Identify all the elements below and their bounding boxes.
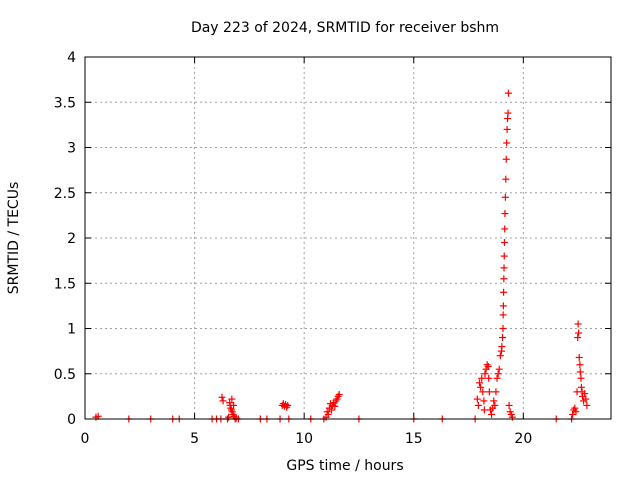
data-point — [324, 410, 332, 418]
plot-frame — [84, 56, 612, 420]
x-tick-label: 15 — [405, 431, 423, 447]
data-point — [499, 311, 507, 319]
data-point — [478, 374, 486, 382]
data-point — [331, 402, 339, 410]
data-point — [328, 406, 336, 414]
data-point — [218, 393, 226, 401]
chart-title: Day 223 of 2024, SRMTID for receiver bsh… — [191, 20, 499, 36]
data-point — [504, 109, 512, 117]
y-tick-label: 3.5 — [54, 95, 76, 111]
data-point — [583, 401, 591, 409]
y-axis-title: SRMTID / TECUs — [6, 182, 22, 295]
data-point — [496, 352, 504, 360]
data-point — [483, 361, 491, 369]
grid-lines — [85, 57, 611, 419]
data-point — [476, 379, 483, 387]
data-point — [228, 395, 236, 403]
data-point — [477, 383, 485, 391]
data-point — [504, 89, 512, 97]
data-point — [499, 325, 507, 332]
data-point — [500, 275, 508, 283]
data-point — [484, 363, 492, 371]
y-tick-label: 1.5 — [54, 276, 76, 292]
data-point — [485, 374, 493, 382]
data-point — [480, 397, 488, 405]
data-point — [498, 343, 506, 351]
data-point — [500, 252, 508, 260]
data-point — [501, 210, 509, 218]
data-point — [503, 139, 511, 147]
data-point — [499, 334, 507, 342]
data-point — [494, 370, 502, 378]
data-point — [502, 175, 510, 183]
data-point — [500, 239, 508, 247]
data-point — [503, 125, 511, 133]
y-tick-label: 2.5 — [54, 186, 76, 202]
data-point — [473, 395, 481, 403]
data-point — [577, 374, 585, 382]
data-point — [500, 264, 508, 272]
data-point — [493, 374, 501, 382]
data-point — [474, 401, 482, 409]
data-point — [501, 225, 509, 233]
data-point — [485, 388, 493, 396]
data-point — [576, 361, 584, 369]
data-point — [284, 401, 292, 409]
y-tick-label: 2 — [67, 231, 76, 247]
data-point — [219, 397, 227, 405]
data-point — [575, 329, 583, 337]
y-tick-label: 3 — [67, 141, 76, 157]
data-point — [574, 320, 582, 328]
data-point — [491, 401, 499, 409]
data-point — [499, 302, 507, 310]
data-point — [582, 395, 590, 403]
data-point — [571, 404, 579, 412]
data-points — [92, 89, 591, 423]
data-point — [581, 390, 589, 398]
data-point — [230, 401, 238, 409]
y-tick-label: 0 — [67, 412, 76, 428]
y-tick-label: 1 — [67, 322, 76, 338]
data-point — [492, 388, 500, 396]
data-point — [572, 408, 580, 416]
x-tick-label: 10 — [295, 431, 313, 447]
data-point — [576, 368, 584, 376]
axis-ticks: 0 0.5 1 1.5 2 2.5 3 3.5 4 0 5 10 15 20 — [54, 50, 611, 447]
data-point — [501, 193, 509, 201]
y-tick-label: 0.5 — [54, 367, 76, 383]
data-point — [502, 155, 510, 163]
data-point — [490, 397, 498, 405]
data-point — [500, 288, 508, 296]
data-point — [335, 391, 343, 399]
data-point — [481, 370, 489, 378]
data-point — [488, 410, 496, 418]
data-point — [479, 388, 487, 396]
data-point — [495, 365, 503, 373]
data-point — [577, 383, 585, 391]
data-point — [575, 353, 583, 361]
x-tick-label: 20 — [514, 431, 532, 447]
x-axis-title: GPS time / hours — [286, 458, 403, 474]
x-tick-label: 0 — [81, 431, 90, 447]
y-tick-label: 4 — [67, 50, 76, 66]
data-point — [225, 413, 233, 421]
data-point — [574, 334, 582, 342]
data-point — [480, 406, 488, 414]
data-point — [505, 401, 513, 409]
data-point — [508, 413, 516, 421]
x-tick-label: 5 — [190, 431, 199, 447]
